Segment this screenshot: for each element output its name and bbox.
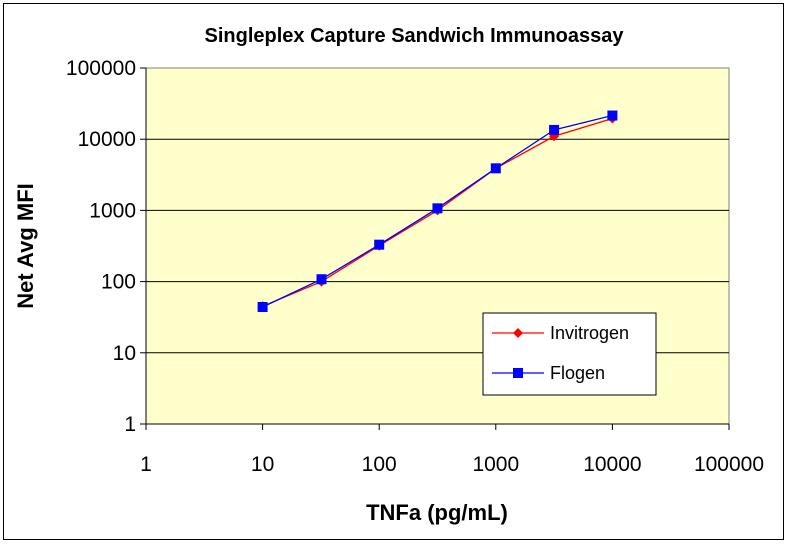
data-point bbox=[257, 301, 268, 312]
legend-label: Flogen bbox=[550, 363, 605, 383]
y-tick-label: 10000 bbox=[78, 128, 136, 151]
y-axis-title: Net Avg MFI bbox=[13, 183, 38, 308]
legend-entry: Invitrogen bbox=[492, 323, 629, 343]
data-point bbox=[549, 124, 560, 135]
legend-marker bbox=[513, 368, 523, 378]
series-layer bbox=[257, 110, 618, 312]
series-flogen bbox=[257, 110, 618, 312]
axes bbox=[140, 67, 730, 430]
data-point bbox=[490, 163, 501, 174]
x-tick-label: 100000 bbox=[694, 453, 764, 476]
legend-marker bbox=[513, 328, 523, 338]
y-tick-label: 1000 bbox=[89, 199, 136, 222]
y-tick-label: 10 bbox=[113, 342, 136, 365]
data-point bbox=[316, 274, 327, 285]
legend: Invitrogen Flogen bbox=[482, 312, 657, 396]
y-tick-label: 100 bbox=[101, 271, 136, 294]
y-tick-label: 1 bbox=[124, 413, 136, 436]
x-tick-label: 100 bbox=[362, 453, 397, 476]
legend-entry: Flogen bbox=[492, 363, 605, 383]
x-tick-label: 1 bbox=[140, 453, 152, 476]
x-tick-label: 1000 bbox=[472, 453, 519, 476]
data-point bbox=[374, 239, 385, 250]
legend-label: Invitrogen bbox=[550, 323, 629, 343]
x-tick-labels: 1 10 100 1000 10000 100000 bbox=[140, 453, 764, 476]
y-tick-label: 100000 bbox=[66, 57, 136, 80]
x-tick-label: 10000 bbox=[583, 453, 641, 476]
data-point bbox=[432, 203, 443, 214]
x-tick-label: 10 bbox=[251, 453, 274, 476]
chart-title: Singleplex Capture Sandwich Immunoassay bbox=[204, 25, 624, 47]
x-axis-title: TNFa (pg/mL) bbox=[366, 500, 508, 525]
legend-box bbox=[482, 312, 657, 396]
y-tick-labels: 1 10 100 1000 10000 100000 bbox=[66, 57, 136, 436]
data-point bbox=[607, 110, 618, 121]
